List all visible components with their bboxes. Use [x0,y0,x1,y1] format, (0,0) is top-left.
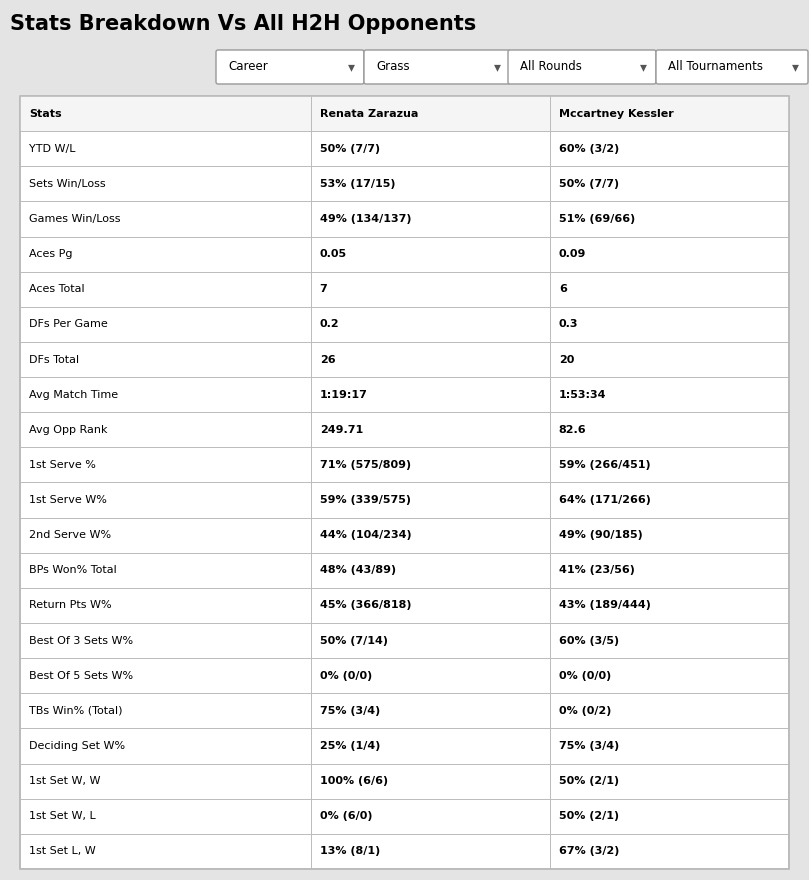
Text: 75% (3/4): 75% (3/4) [320,706,380,716]
Text: 0% (0/0): 0% (0/0) [320,671,372,681]
Text: DFs Per Game: DFs Per Game [29,319,108,329]
Text: 1:19:17: 1:19:17 [320,390,367,400]
Text: 0.2: 0.2 [320,319,339,329]
Text: 82.6: 82.6 [559,425,587,435]
Text: 7: 7 [320,284,328,294]
Text: Grass: Grass [376,61,409,74]
Text: 71% (575/809): 71% (575/809) [320,460,411,470]
Text: 44% (104/234): 44% (104/234) [320,531,411,540]
Text: 50% (7/7): 50% (7/7) [559,179,619,189]
Text: Stats: Stats [29,108,61,119]
FancyBboxPatch shape [216,50,364,84]
Text: Games Win/Loss: Games Win/Loss [29,214,121,224]
Text: BPs Won% Total: BPs Won% Total [29,565,116,576]
Text: ▾: ▾ [792,60,799,74]
FancyBboxPatch shape [656,50,808,84]
Text: 20: 20 [559,355,574,364]
Text: 48% (43/89): 48% (43/89) [320,565,396,576]
Text: Sets Win/Loss: Sets Win/Loss [29,179,106,189]
Text: All Tournaments: All Tournaments [668,61,763,74]
FancyBboxPatch shape [20,96,789,869]
Text: All Rounds: All Rounds [520,61,582,74]
Text: 100% (6/6): 100% (6/6) [320,776,388,786]
Text: Career: Career [228,61,268,74]
FancyBboxPatch shape [364,50,510,84]
Text: 45% (366/818): 45% (366/818) [320,600,411,611]
Text: Deciding Set W%: Deciding Set W% [29,741,125,751]
Text: 41% (23/56): 41% (23/56) [559,565,635,576]
Text: 249.71: 249.71 [320,425,363,435]
Text: ▾: ▾ [640,60,647,74]
FancyBboxPatch shape [20,96,789,131]
Text: 49% (90/185): 49% (90/185) [559,531,642,540]
Text: 1st Set W, L: 1st Set W, L [29,811,95,821]
Text: Renata Zarazua: Renata Zarazua [320,108,418,119]
Text: 25% (1/4): 25% (1/4) [320,741,380,751]
Text: Best Of 3 Sets W%: Best Of 3 Sets W% [29,635,133,646]
Text: 1:53:34: 1:53:34 [559,390,606,400]
Text: 1st Set L, W: 1st Set L, W [29,847,95,856]
FancyBboxPatch shape [508,50,656,84]
Text: 50% (7/7): 50% (7/7) [320,143,379,154]
Text: 60% (3/2): 60% (3/2) [559,143,619,154]
Text: 50% (7/14): 50% (7/14) [320,635,388,646]
Text: DFs Total: DFs Total [29,355,79,364]
Text: 53% (17/15): 53% (17/15) [320,179,395,189]
Text: 59% (266/451): 59% (266/451) [559,460,650,470]
Text: Mccartney Kessler: Mccartney Kessler [559,108,674,119]
Text: Return Pts W%: Return Pts W% [29,600,112,611]
Text: 75% (3/4): 75% (3/4) [559,741,619,751]
Text: 59% (339/575): 59% (339/575) [320,495,411,505]
Text: 51% (69/66): 51% (69/66) [559,214,635,224]
Text: 49% (134/137): 49% (134/137) [320,214,411,224]
Text: Aces Pg: Aces Pg [29,249,73,259]
Text: YTD W/L: YTD W/L [29,143,75,154]
Text: ▾: ▾ [348,60,355,74]
Text: 0% (6/0): 0% (6/0) [320,811,372,821]
Text: 0.09: 0.09 [559,249,587,259]
Text: Avg Opp Rank: Avg Opp Rank [29,425,108,435]
Text: Best Of 5 Sets W%: Best Of 5 Sets W% [29,671,133,681]
Text: ▾: ▾ [494,60,501,74]
Text: 60% (3/5): 60% (3/5) [559,635,619,646]
Text: 1st Set W, W: 1st Set W, W [29,776,100,786]
Text: TBs Win% (Total): TBs Win% (Total) [29,706,122,716]
Text: 0% (0/2): 0% (0/2) [559,706,612,716]
Text: Avg Match Time: Avg Match Time [29,390,118,400]
Text: 50% (2/1): 50% (2/1) [559,776,619,786]
Text: 67% (3/2): 67% (3/2) [559,847,619,856]
Text: Aces Total: Aces Total [29,284,85,294]
Text: 50% (2/1): 50% (2/1) [559,811,619,821]
Text: 13% (8/1): 13% (8/1) [320,847,380,856]
Text: 1st Serve %: 1st Serve % [29,460,96,470]
Text: 6: 6 [559,284,567,294]
Text: Stats Breakdown Vs All H2H Opponents: Stats Breakdown Vs All H2H Opponents [10,14,477,34]
Text: 0% (0/0): 0% (0/0) [559,671,611,681]
Text: 0.05: 0.05 [320,249,347,259]
Text: 2nd Serve W%: 2nd Serve W% [29,531,111,540]
Text: 0.3: 0.3 [559,319,578,329]
Text: 26: 26 [320,355,335,364]
Text: 64% (171/266): 64% (171/266) [559,495,650,505]
Text: 43% (189/444): 43% (189/444) [559,600,650,611]
Text: 1st Serve W%: 1st Serve W% [29,495,107,505]
